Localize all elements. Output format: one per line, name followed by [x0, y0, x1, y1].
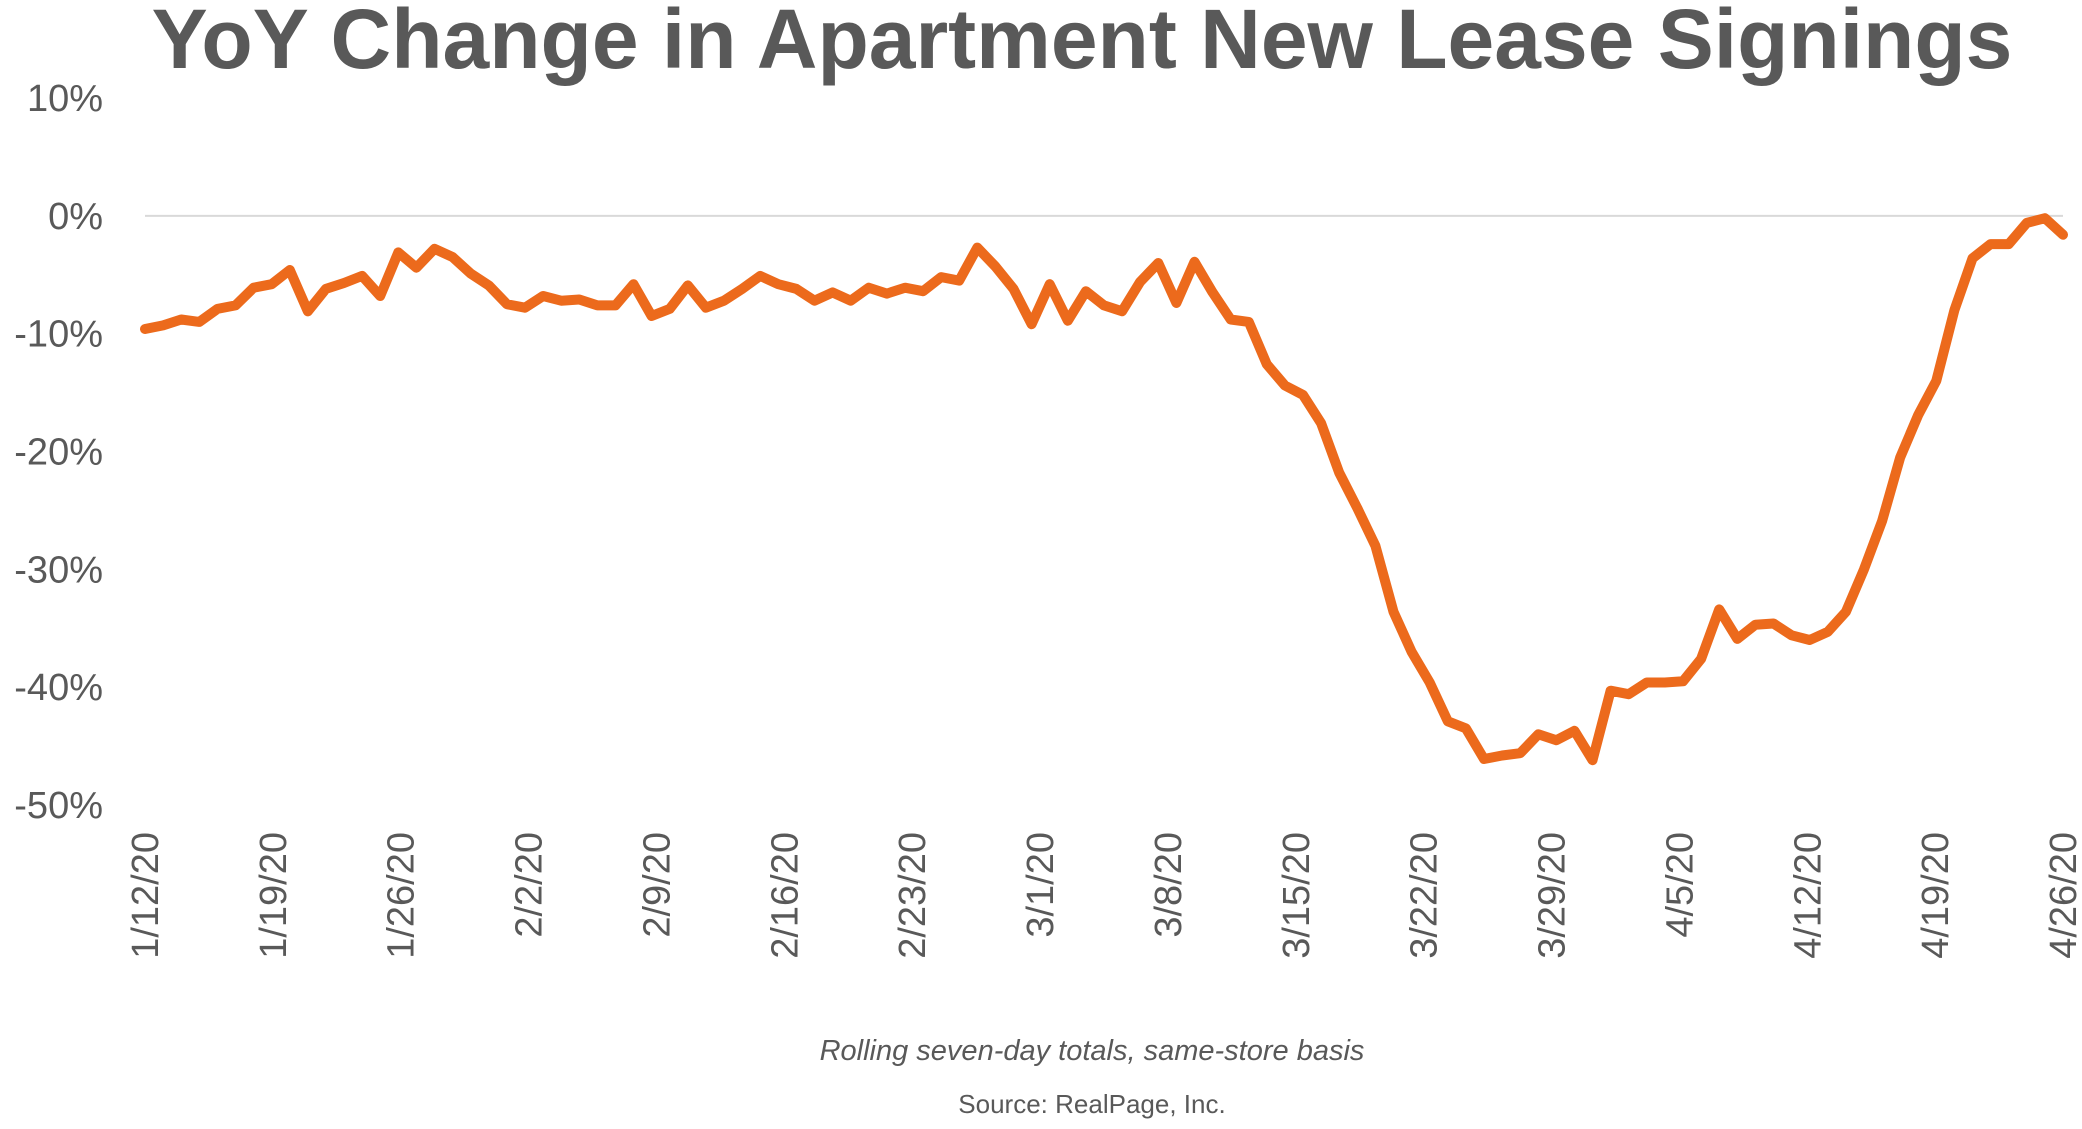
y-tick-label: -20%: [14, 432, 103, 474]
x-axis: 1/12/20 1/19/20 1/26/20 2/2/20 2/9/20 2/16/20…: [125, 832, 2082, 959]
y-tick-label: 0%: [48, 196, 103, 238]
series-line: [140, 213, 2068, 766]
chart-note: Rolling seven-day totals, same-store bas…: [820, 1035, 1365, 1067]
x-tick-label: 2/23/20: [892, 832, 934, 959]
x-tick-label: 4/12/20: [1787, 832, 1829, 959]
x-tick-label: 2/2/20: [509, 832, 551, 938]
chart-title: YoY Change in Apartment New Lease Signin…: [152, 0, 2013, 86]
y-tick-label: -30%: [14, 549, 103, 591]
x-tick-label: 4/5/20: [1659, 832, 1701, 938]
chart-source: Source: RealPage, Inc.: [958, 1089, 1225, 1119]
x-tick-label: 1/19/20: [253, 832, 295, 959]
x-tick-label: 3/22/20: [1404, 832, 1446, 959]
x-tick-label: 2/9/20: [637, 832, 679, 938]
x-tick-label: 1/26/20: [381, 832, 423, 959]
x-tick-label: 4/26/20: [2043, 832, 2082, 959]
x-tick-label: 3/8/20: [1148, 832, 1190, 938]
x-tick-label: 3/15/20: [1276, 832, 1318, 959]
x-tick-label: 3/1/20: [1020, 832, 1062, 938]
x-tick-label: 2/16/20: [764, 832, 806, 959]
x-tick-label: 4/19/20: [1915, 832, 1957, 959]
x-tick-label: 3/29/20: [1532, 832, 1574, 959]
y-axis: 10% 0% -10% -20% -30% -40% -50%: [14, 78, 103, 827]
y-tick-label: -50%: [14, 785, 103, 827]
y-tick-label: 10%: [27, 78, 103, 120]
x-tick-label: 1/12/20: [125, 832, 167, 959]
y-tick-label: -10%: [14, 314, 103, 356]
y-tick-label: -40%: [14, 667, 103, 709]
